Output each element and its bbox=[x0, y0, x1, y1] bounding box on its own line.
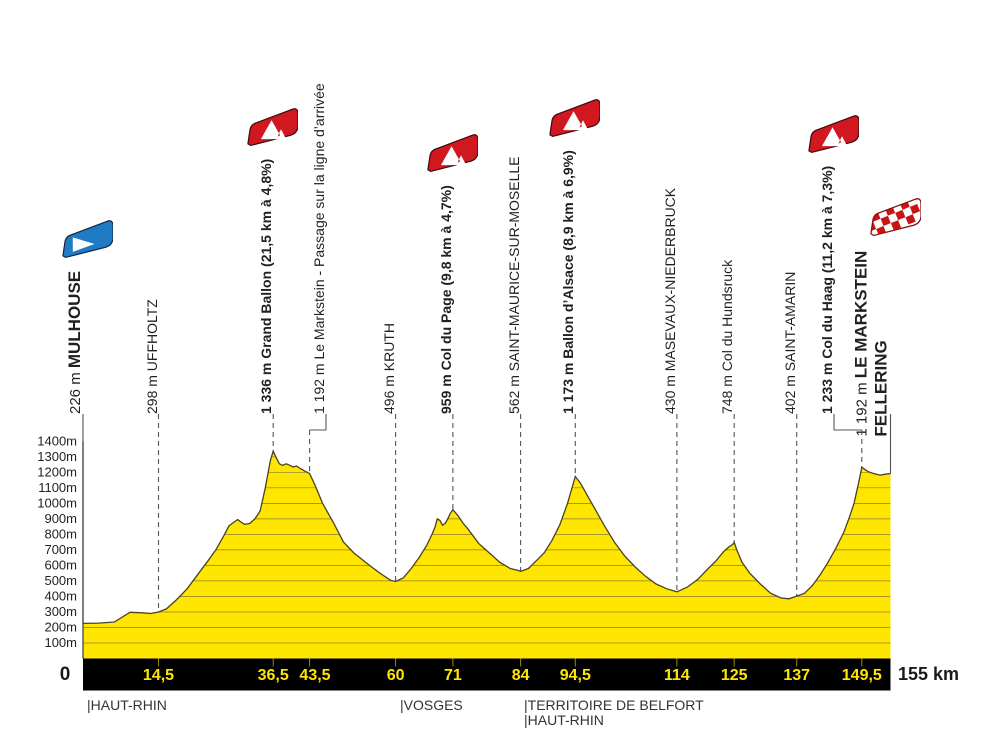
svg-text:1400m: 1400m bbox=[37, 433, 77, 448]
svg-text:43,5: 43,5 bbox=[299, 667, 330, 684]
svg-text:114: 114 bbox=[664, 667, 690, 684]
svg-text:1200m: 1200m bbox=[37, 464, 77, 479]
svg-text:137: 137 bbox=[783, 667, 810, 684]
svg-text:|TERRITOIRE DE BELFORT: |TERRITOIRE DE BELFORT bbox=[524, 697, 704, 713]
svg-text:125: 125 bbox=[721, 667, 748, 684]
svg-text:|VOSGES: |VOSGES bbox=[400, 697, 463, 713]
svg-text:14,5: 14,5 bbox=[143, 667, 174, 684]
svg-text:100m: 100m bbox=[44, 635, 77, 650]
svg-text:149,5: 149,5 bbox=[842, 667, 882, 684]
svg-text:900m: 900m bbox=[44, 511, 77, 526]
svg-text:1000m: 1000m bbox=[37, 495, 77, 510]
svg-text:155 km: 155 km bbox=[898, 664, 959, 684]
svg-text:800m: 800m bbox=[44, 526, 77, 541]
svg-text:500m: 500m bbox=[44, 573, 77, 588]
svg-text:600m: 600m bbox=[44, 557, 77, 572]
svg-text:400m: 400m bbox=[44, 588, 77, 603]
svg-text:94,5: 94,5 bbox=[560, 667, 591, 684]
svg-text:71: 71 bbox=[444, 667, 462, 684]
svg-text:300m: 300m bbox=[44, 604, 77, 619]
svg-text:1100m: 1100m bbox=[38, 480, 77, 495]
svg-text:0: 0 bbox=[60, 664, 71, 685]
svg-text:|HAUT-RHIN: |HAUT-RHIN bbox=[87, 697, 167, 713]
svg-text:60: 60 bbox=[387, 667, 405, 684]
svg-text:1300m: 1300m bbox=[37, 449, 77, 464]
svg-text:36,5: 36,5 bbox=[258, 667, 289, 684]
svg-text:84: 84 bbox=[512, 667, 530, 684]
svg-text:700m: 700m bbox=[44, 542, 77, 557]
svg-text:|HAUT-RHIN: |HAUT-RHIN bbox=[524, 712, 604, 728]
svg-text:200m: 200m bbox=[44, 620, 77, 635]
